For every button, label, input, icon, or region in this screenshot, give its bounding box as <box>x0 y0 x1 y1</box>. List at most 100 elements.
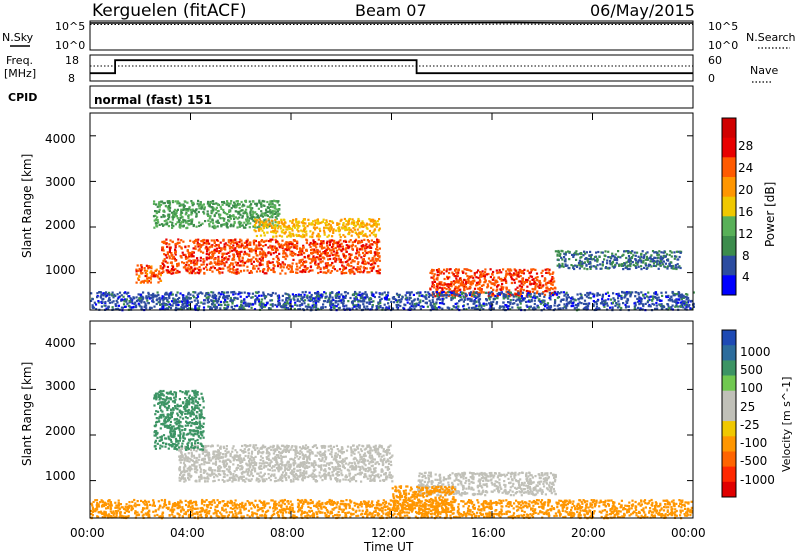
heatmap-cell <box>536 296 539 299</box>
heatmap-cell <box>181 204 184 207</box>
heatmap-cell <box>335 249 339 252</box>
heatmap-cell <box>208 246 211 249</box>
heatmap-cell <box>634 295 637 298</box>
heatmap-cell <box>648 257 651 260</box>
heatmap-cell <box>513 281 516 284</box>
heatmap-cell <box>301 297 304 300</box>
heatmap-cell <box>454 287 457 290</box>
heatmap-cell <box>287 225 290 228</box>
heatmap-cell <box>231 239 234 242</box>
heatmap-cell <box>164 307 167 310</box>
heatmap-cell <box>656 257 659 260</box>
heatmap-cell <box>353 272 356 275</box>
heatmap-cell <box>576 253 579 256</box>
heatmap-cell <box>212 300 215 303</box>
heatmap-cell <box>222 267 225 270</box>
heatmap-cell <box>208 262 211 265</box>
heatmap-cell <box>548 291 551 294</box>
heatmap-cell <box>670 251 673 254</box>
heatmap-cell <box>291 254 295 257</box>
heatmap-cell <box>542 291 545 294</box>
heatmap-cell <box>220 247 223 250</box>
heatmap-cell <box>572 254 576 257</box>
heatmap-cell <box>228 209 231 212</box>
heatmap-cell <box>169 220 172 223</box>
heatmap-cell <box>614 304 617 307</box>
heatmap-cell <box>247 294 250 298</box>
heatmap-cell <box>167 218 170 221</box>
heatmap-cell <box>258 225 261 228</box>
heatmap-cell <box>603 254 606 257</box>
heatmap-cell <box>162 214 165 217</box>
heatmap-cell <box>155 224 158 227</box>
heatmap-cell <box>368 244 371 247</box>
heatmap-cell <box>208 251 211 254</box>
heatmap-cell <box>314 222 317 225</box>
heatmap-cell <box>328 243 331 247</box>
heatmap-cell <box>551 276 554 279</box>
heatmap-cell <box>347 262 350 266</box>
heatmap-cell <box>203 302 206 305</box>
heatmap-cell <box>249 210 252 213</box>
heatmap-cell <box>248 254 251 257</box>
heatmap-cell <box>343 217 346 221</box>
heatmap-cell <box>324 297 327 300</box>
heatmap-cell <box>437 274 440 277</box>
heatmap-cell <box>477 276 480 279</box>
heatmap-cell <box>378 255 381 258</box>
heatmap-cell <box>323 233 326 236</box>
heatmap-cell <box>188 207 191 210</box>
heatmap-cell <box>361 225 364 228</box>
heatmap-cell <box>659 257 662 260</box>
heatmap-cell <box>609 306 612 309</box>
heatmap-cell <box>548 294 551 297</box>
heatmap-cell <box>129 297 132 300</box>
heatmap-cell <box>431 268 434 271</box>
heatmap-cell <box>163 258 166 261</box>
heatmap-cell <box>157 221 160 224</box>
heatmap-cell <box>257 298 260 301</box>
heatmap-cell <box>235 268 238 271</box>
cpid-value: normal (fast) 151 <box>94 93 212 107</box>
heatmap-cell <box>678 255 681 259</box>
heatmap-cell <box>527 276 531 280</box>
heatmap-cell <box>157 293 160 297</box>
heatmap-cell <box>199 259 202 262</box>
heatmap-cell <box>296 268 299 271</box>
heatmap-cell <box>675 255 678 258</box>
cpid-label: CPID <box>8 91 37 104</box>
heatmap-cell <box>670 255 673 258</box>
heatmap-cell <box>167 225 170 228</box>
heatmap-cell <box>361 292 364 295</box>
heatmap-cell <box>226 200 229 203</box>
heatmap-cell <box>263 219 266 222</box>
heatmap-cell <box>370 294 374 297</box>
heatmap-cell <box>167 306 171 309</box>
heatmap-cell <box>256 247 259 250</box>
heatmap-cell <box>356 251 359 254</box>
heatmap-cell <box>245 295 248 299</box>
heatmap-cell <box>353 228 356 231</box>
heatmap-cell <box>217 292 220 295</box>
heatmap-cell <box>589 265 592 269</box>
heatmap-cell <box>270 299 274 302</box>
heatmap-cell <box>361 299 364 302</box>
heatmap-cell <box>418 292 421 295</box>
heatmap-cell <box>360 222 363 225</box>
heatmap-cell <box>299 248 302 252</box>
heatmap-cell <box>512 274 515 277</box>
heatmap-cell <box>377 254 380 257</box>
heatmap-cell <box>416 298 419 301</box>
heatmap-cell <box>174 250 177 253</box>
heatmap-cell <box>252 249 255 252</box>
heatmap-cell <box>223 296 226 299</box>
heatmap-cell <box>102 294 105 297</box>
heatmap-cell <box>328 230 332 233</box>
heatmap-cell <box>390 300 393 303</box>
heatmap-cell <box>468 269 471 272</box>
heatmap-cell <box>365 267 368 270</box>
heatmap-cell <box>178 271 181 274</box>
heatmap-cell <box>162 249 165 252</box>
heatmap-cell <box>519 302 522 305</box>
heatmap-cell <box>360 240 364 243</box>
